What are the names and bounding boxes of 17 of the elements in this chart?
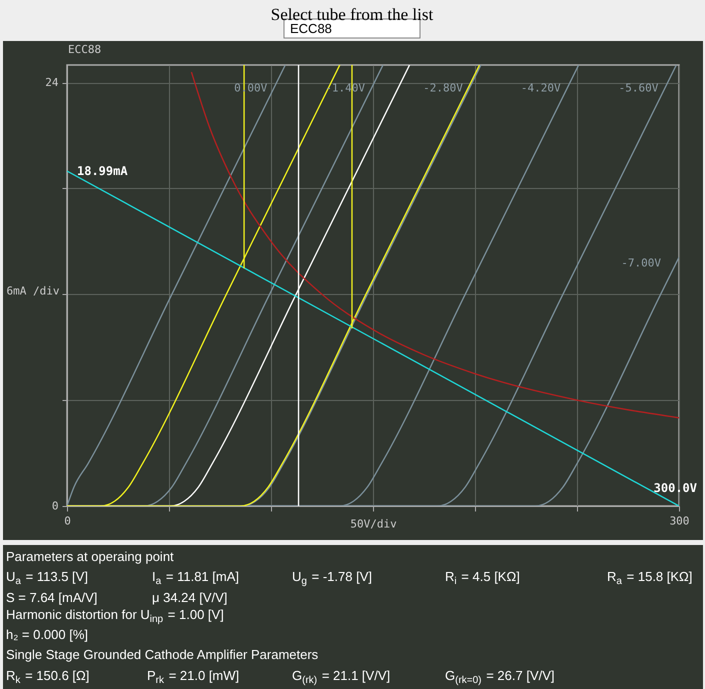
annotation: 18.99mA xyxy=(77,164,128,178)
text: Single Stage Grounded Cathode Amplifier Parameters xyxy=(6,647,319,662)
x-axis-title: 50V/div xyxy=(350,518,398,530)
x-tick-label: 300 xyxy=(670,514,690,528)
chart-title: ECC88 xyxy=(68,43,102,56)
text: ECC88 xyxy=(290,21,332,36)
text: h₂ = 0.000 [%] xyxy=(6,627,88,642)
series-label: -4.20V xyxy=(520,82,561,95)
series-label: -5.60V xyxy=(618,82,659,95)
text: μ 34.24 [V/V] xyxy=(152,590,228,605)
y-axis-title: 6mA /div xyxy=(6,284,60,298)
y-tick-label: 24 xyxy=(45,76,59,90)
series-label: -2.80V xyxy=(423,82,464,95)
text: Select tube from the list xyxy=(270,5,434,24)
text: S = 7.64 [mA/V] xyxy=(6,590,98,605)
series-label: -7.00V xyxy=(621,256,662,270)
text: Parameters at operaing point xyxy=(6,549,174,564)
